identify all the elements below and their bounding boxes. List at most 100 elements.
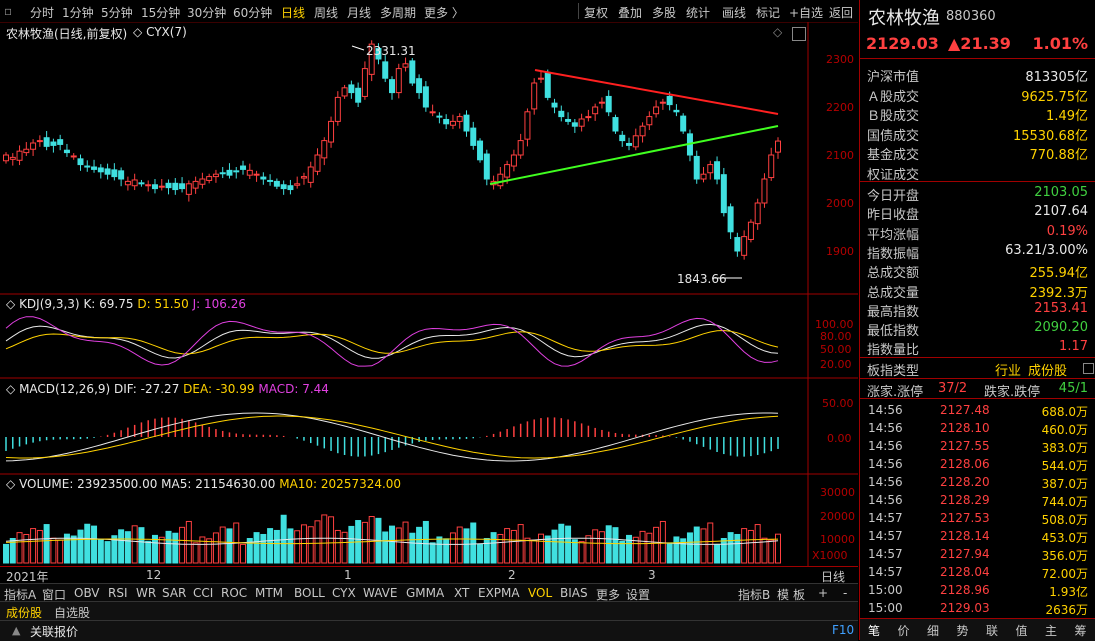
- tab-more[interactable]: 更多: [596, 588, 621, 602]
- tick-row: 15:00 2129.03 2636万: [860, 599, 1095, 617]
- tab-obv[interactable]: OBV: [74, 586, 100, 600]
- kdj-collapse-icon[interactable]: ◇: [6, 297, 16, 311]
- support-line[interactable]: [489, 125, 779, 185]
- period-more[interactable]: 更多 〉: [424, 6, 464, 20]
- tab-template-2[interactable]: 板: [793, 588, 806, 602]
- candle-body: [510, 154, 517, 167]
- period-monthly[interactable]: 月线: [347, 6, 372, 20]
- multi-stock-button[interactable]: 多股: [652, 6, 677, 20]
- overlay-button[interactable]: 叠加: [618, 6, 643, 20]
- linked-quote-label[interactable]: 关联报价: [30, 625, 79, 639]
- constituents-link[interactable]: 成份股: [1028, 364, 1068, 379]
- tab-roc[interactable]: ROC: [221, 586, 248, 600]
- tab-bias[interactable]: BIAS: [560, 586, 588, 600]
- tab-constituents[interactable]: 成份股: [6, 606, 43, 620]
- tab-sar[interactable]: SAR: [162, 586, 187, 600]
- volume-bar: [558, 523, 565, 564]
- quote-tab[interactable]: 主: [1045, 624, 1058, 638]
- tab-xt[interactable]: XT: [454, 586, 470, 600]
- diamond-icon[interactable]: ◇: [773, 25, 783, 39]
- period-daily[interactable]: 日线: [281, 6, 306, 20]
- tab-boll[interactable]: BOLL: [294, 586, 325, 600]
- tab-mtm[interactable]: MTM: [255, 586, 284, 600]
- period-multi[interactable]: 多周期: [380, 6, 417, 20]
- cyx-indicator-name: CYX(7): [146, 25, 187, 39]
- period-15min[interactable]: 15分钟: [141, 6, 181, 20]
- tab-wr[interactable]: WR: [136, 586, 157, 600]
- candle-body: [477, 140, 484, 161]
- grid-icon[interactable]: [1083, 363, 1094, 374]
- expand-icon[interactable]: ▲: [12, 624, 21, 637]
- mark-button[interactable]: 标记: [756, 6, 781, 20]
- volume-bar: [287, 528, 294, 564]
- quote-tab[interactable]: 细: [927, 624, 940, 638]
- tick-volume: 688.0万: [1041, 405, 1088, 419]
- volume-bar: [551, 529, 558, 564]
- tick-time: 14:56: [868, 439, 903, 453]
- back-button[interactable]: 返回: [829, 6, 854, 20]
- tab-vol[interactable]: VOL: [528, 586, 553, 600]
- panel-toggle-icon[interactable]: [792, 27, 806, 41]
- tab-indicator-b[interactable]: 指标B: [738, 588, 771, 602]
- divider: [860, 398, 1095, 399]
- tab-settings[interactable]: 设置: [626, 588, 651, 602]
- quote-tab[interactable]: 值: [1015, 624, 1028, 638]
- tab-indicator-a[interactable]: 指标A: [4, 588, 37, 602]
- chart-canvas[interactable]: [0, 22, 858, 566]
- remove-pane-button[interactable]: -: [843, 586, 848, 600]
- add-watchlist-button[interactable]: +自选: [789, 6, 824, 20]
- tab-cci[interactable]: CCI: [193, 586, 214, 600]
- tick-price: 2128.04: [940, 565, 990, 579]
- quote-tab[interactable]: 联: [986, 624, 999, 638]
- resistance-line[interactable]: [534, 69, 779, 115]
- time-label: 2: [508, 568, 516, 582]
- volume-bar: [172, 532, 179, 564]
- macd-collapse-icon[interactable]: ◇: [6, 382, 16, 396]
- candle-body: [565, 118, 572, 122]
- tab-rsi[interactable]: RSI: [108, 586, 128, 600]
- draw-line-button[interactable]: 画线: [722, 6, 747, 20]
- stat-value: 2090.20: [1034, 320, 1088, 336]
- tab-gmma[interactable]: GMMA: [406, 586, 445, 600]
- cyx-indicator-label: ◇ CYX(7): [133, 25, 187, 39]
- tick-volume: 744.0万: [1041, 495, 1088, 509]
- volume-bar: [192, 542, 199, 564]
- volume-bar: [612, 527, 619, 564]
- volume-bar: [206, 538, 213, 564]
- tick-price: 2127.55: [940, 439, 990, 453]
- tab-window[interactable]: 窗口: [42, 588, 67, 602]
- quote-tab[interactable]: 筹: [1074, 624, 1087, 638]
- volume-tick: 10000: [820, 533, 855, 546]
- volume-bar: [680, 538, 687, 564]
- f10-button[interactable]: F10: [832, 623, 855, 637]
- period-60min[interactable]: 60分钟: [233, 6, 273, 20]
- chart-area[interactable]: 农林牧渔(日线,前复权) ◇ CYX(7) ◇ 2331.31 1843.66 …: [0, 22, 858, 566]
- volume-bar: [477, 543, 484, 564]
- tab-template-1[interactable]: 模: [777, 588, 790, 602]
- volume-bars: [3, 514, 781, 564]
- candle-body: [395, 68, 402, 94]
- restore-rights-button[interactable]: 复权: [584, 6, 609, 20]
- up-count-value: 37/2: [938, 381, 968, 396]
- period-30min[interactable]: 30分钟: [187, 6, 227, 20]
- tab-expma[interactable]: EXPMA: [478, 586, 520, 600]
- period-1min[interactable]: 1分钟: [62, 6, 94, 20]
- volume-collapse-icon[interactable]: ◇: [6, 477, 16, 491]
- statistics-button[interactable]: 统计: [686, 6, 711, 20]
- tick-time: 15:00: [868, 583, 903, 597]
- tab-cyx[interactable]: CYX: [332, 586, 356, 600]
- period-weekly[interactable]: 周线: [314, 6, 339, 20]
- candle-body: [138, 182, 145, 185]
- tab-watchlist[interactable]: 自选股: [54, 606, 91, 620]
- period-5min[interactable]: 5分钟: [101, 6, 133, 20]
- tab-wave[interactable]: WAVE: [363, 586, 398, 600]
- add-pane-button[interactable]: +: [818, 586, 829, 600]
- volume-bar: [260, 533, 267, 564]
- quote-tab[interactable]: 价: [897, 624, 910, 638]
- quote-tab[interactable]: 势: [956, 624, 969, 638]
- tick-row: 14:56 2128.10 460.0万: [860, 419, 1095, 437]
- period-fenshi[interactable]: 分时: [30, 6, 55, 20]
- candle-body: [747, 221, 754, 240]
- volume-bar: [517, 524, 524, 564]
- quote-tab[interactable]: 笔: [868, 624, 881, 638]
